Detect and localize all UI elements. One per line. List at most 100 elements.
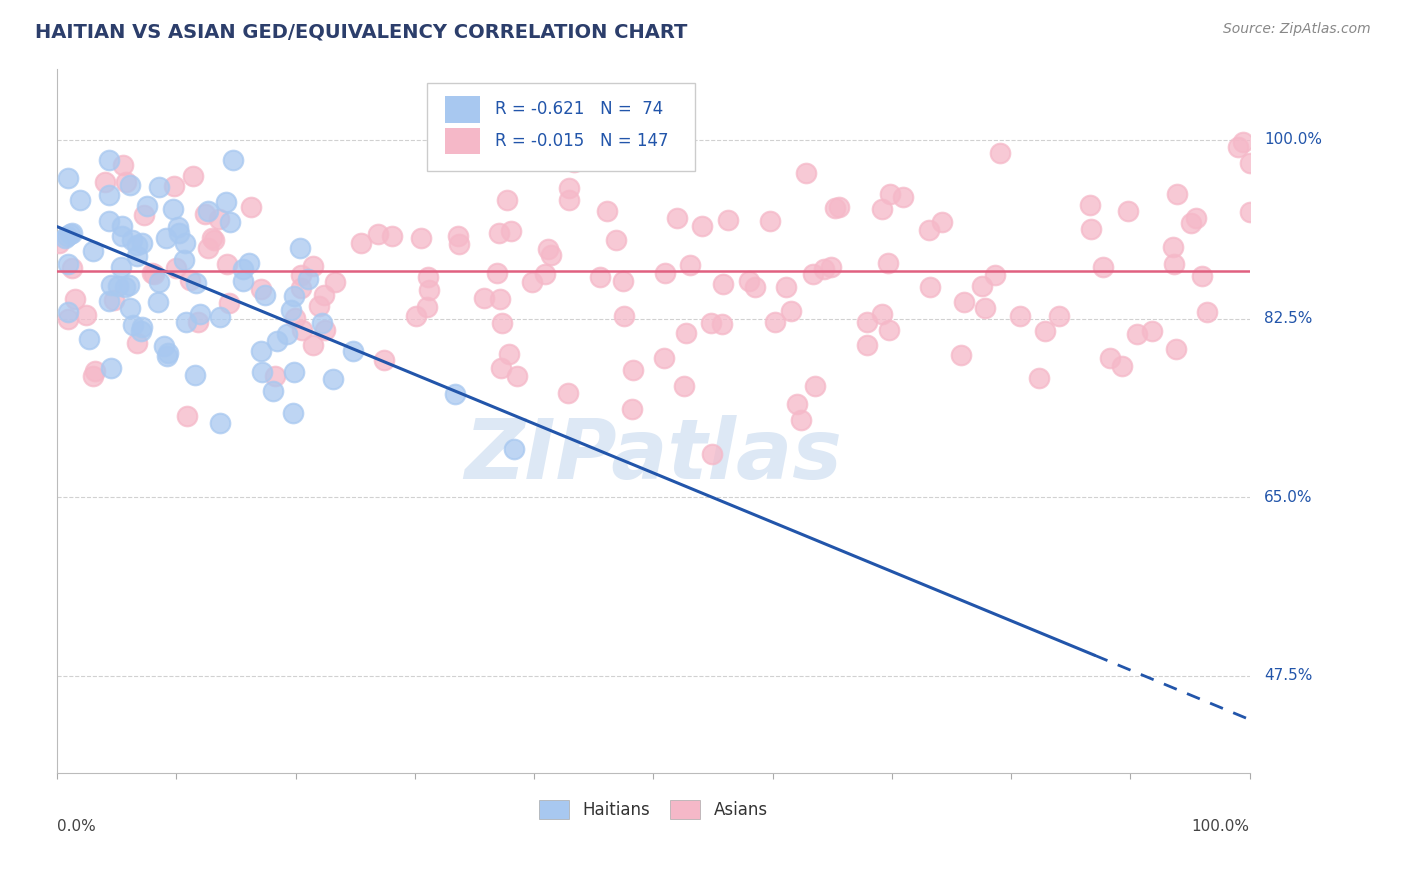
Point (115, 176, 138, 190)
Point (690, 219, 713, 233)
Point (215, 194, 238, 209)
Point (110, 228, 132, 243)
Point (652, 351, 675, 365)
Point (488, 226, 510, 240)
Point (700, 316, 723, 330)
Point (790, 413, 813, 427)
Point (297, 272, 319, 286)
Point (870, 307, 893, 321)
Point (283, 289, 305, 303)
Point (506, 368, 529, 383)
Point (931, 215, 953, 229)
Point (238, 255, 260, 269)
Point (381, 229, 404, 244)
Point (496, 193, 519, 207)
Point (1232, 136, 1254, 150)
Point (499, 224, 522, 238)
Point (155, 231, 177, 245)
Point (222, 153, 245, 168)
Point (283, 365, 305, 379)
Point (520, 275, 543, 289)
Point (288, 241, 311, 255)
Point (621, 362, 644, 376)
Point (103, 293, 125, 308)
Point (1191, 268, 1213, 283)
Point (197, 203, 219, 218)
Point (114, 279, 136, 293)
Point (613, 309, 636, 323)
Point (877, 256, 900, 270)
Point (891, 190, 914, 204)
Point (654, 266, 676, 280)
Point (472, 291, 495, 305)
Point (1126, 327, 1149, 342)
Text: 0.0%: 0.0% (58, 819, 96, 833)
Point (291, 323, 314, 337)
Point (167, 219, 190, 234)
Text: 100.0%: 100.0% (1264, 132, 1322, 147)
Point (804, 379, 827, 393)
Point (69, 194, 91, 208)
Point (813, 261, 835, 276)
Point (950, 348, 973, 362)
Point (174, 315, 197, 329)
Point (1163, 257, 1185, 271)
Point (491, 317, 513, 331)
Point (856, 315, 879, 329)
Point (1180, 216, 1202, 230)
Point (780, 304, 803, 318)
Point (489, 292, 512, 306)
Point (596, 203, 619, 218)
Point (290, 268, 312, 283)
Point (53, 231, 76, 245)
Point (877, 323, 900, 337)
Point (1033, 324, 1056, 338)
Point (82, 244, 104, 258)
Point (342, 344, 364, 359)
Point (100, 360, 122, 375)
Point (485, 266, 508, 280)
Point (763, 314, 786, 328)
Point (675, 326, 697, 341)
Point (276, 326, 298, 341)
Point (77, 332, 100, 346)
Point (173, 236, 195, 251)
Point (322, 372, 344, 386)
Point (253, 288, 276, 302)
Point (136, 199, 159, 213)
Point (173, 253, 195, 268)
Point (314, 287, 336, 301)
Point (879, 186, 901, 201)
Point (131, 325, 153, 339)
Point (953, 295, 976, 310)
Text: 47.5%: 47.5% (1264, 668, 1312, 683)
Point (280, 302, 302, 317)
Point (75, 308, 97, 322)
Point (56, 228, 79, 243)
Point (152, 339, 174, 353)
Point (98, 153, 121, 168)
Point (534, 267, 557, 281)
Point (1161, 240, 1184, 254)
Point (586, 144, 609, 158)
Point (141, 266, 163, 280)
Text: HAITIAN VS ASIAN GED/EQUIVALENCY CORRELATION CHART: HAITIAN VS ASIAN GED/EQUIVALENCY CORRELA… (35, 22, 688, 41)
Point (574, 130, 596, 145)
Point (1140, 324, 1163, 338)
Text: ZIPatlas: ZIPatlas (464, 416, 842, 496)
Point (131, 319, 153, 334)
Point (711, 277, 734, 292)
Point (215, 257, 238, 271)
Point (323, 275, 346, 289)
Point (558, 194, 581, 208)
Text: R = -0.015   N = 147: R = -0.015 N = 147 (495, 132, 668, 150)
Point (56, 305, 79, 319)
Point (1028, 371, 1050, 385)
Point (855, 338, 877, 352)
FancyBboxPatch shape (444, 96, 481, 123)
Point (350, 235, 373, 250)
Point (744, 279, 766, 293)
Point (118, 178, 141, 192)
Point (974, 301, 997, 315)
Point (143, 267, 166, 281)
